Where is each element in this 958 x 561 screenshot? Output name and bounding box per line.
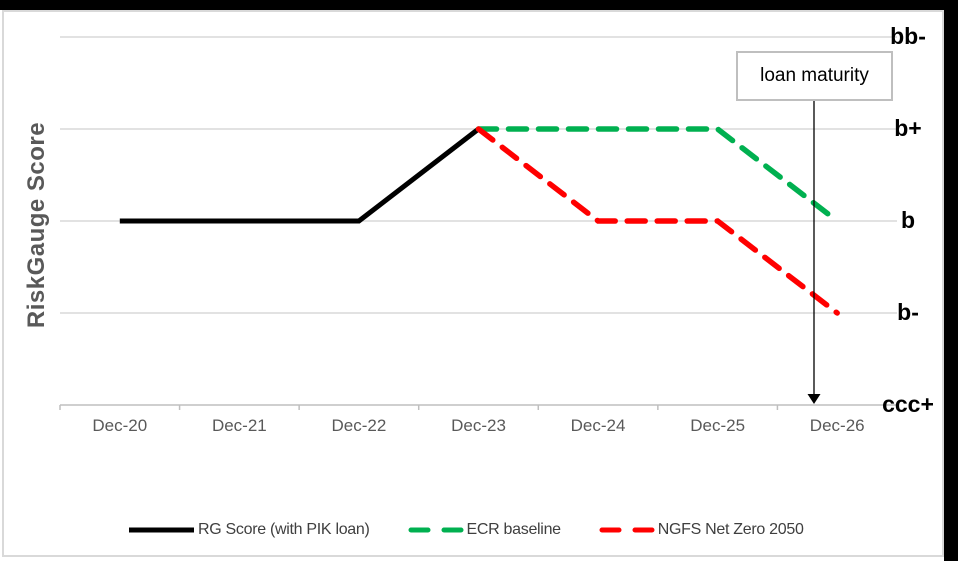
x-axis-label: Dec-26 — [809, 416, 865, 435]
x-axis-label: Dec-25 — [690, 416, 746, 435]
legend-label: ECR baseline — [466, 521, 562, 538]
legend-item-ecr-baseline: ECR baseline — [408, 521, 561, 539]
loan-maturity-arrow — [807, 101, 821, 404]
y-axis-label: ccc+ — [882, 391, 934, 417]
y-axis-label: b — [900, 207, 916, 233]
legend-swatch-solid-line — [129, 527, 194, 533]
x-axis-label: Dec-20 — [92, 416, 148, 435]
legend-label: RG Score (with PIK loan) — [198, 521, 370, 538]
loan-maturity-annotation: loan maturity — [736, 51, 893, 101]
series-line — [475, 126, 840, 224]
y-axis-title: RiskGauge Score — [23, 121, 50, 329]
legend-swatch-dashed-line — [408, 527, 464, 533]
legend: RG Score (with PIK loan) ECR baseline NG… — [128, 517, 804, 543]
y-axis-label: b- — [897, 299, 919, 325]
x-axis-label: Dec-21 — [211, 416, 267, 435]
series-line — [119, 127, 481, 224]
loan-maturity-label: loan maturity — [760, 65, 869, 86]
x-axis-label: Dec-22 — [331, 416, 387, 435]
series-group — [119, 126, 840, 316]
legend-label: NGFS Net Zero 2050 — [657, 521, 804, 538]
x-axis-label: Dec-23 — [451, 416, 506, 435]
x-axis-label: Dec-24 — [570, 416, 626, 435]
y-axis-label: bb- — [890, 23, 926, 49]
series-line — [475, 126, 840, 316]
right-black-border — [944, 0, 958, 561]
top-black-border — [0, 0, 958, 10]
legend-swatch-dashed-line — [599, 527, 655, 533]
legend-item-ngfs: NGFS Net Zero 2050 — [599, 521, 804, 539]
y-axis-label: b+ — [894, 115, 922, 141]
chart-outer-border — [2, 10, 944, 557]
legend-item-rg-score: RG Score (with PIK loan) — [128, 521, 370, 539]
